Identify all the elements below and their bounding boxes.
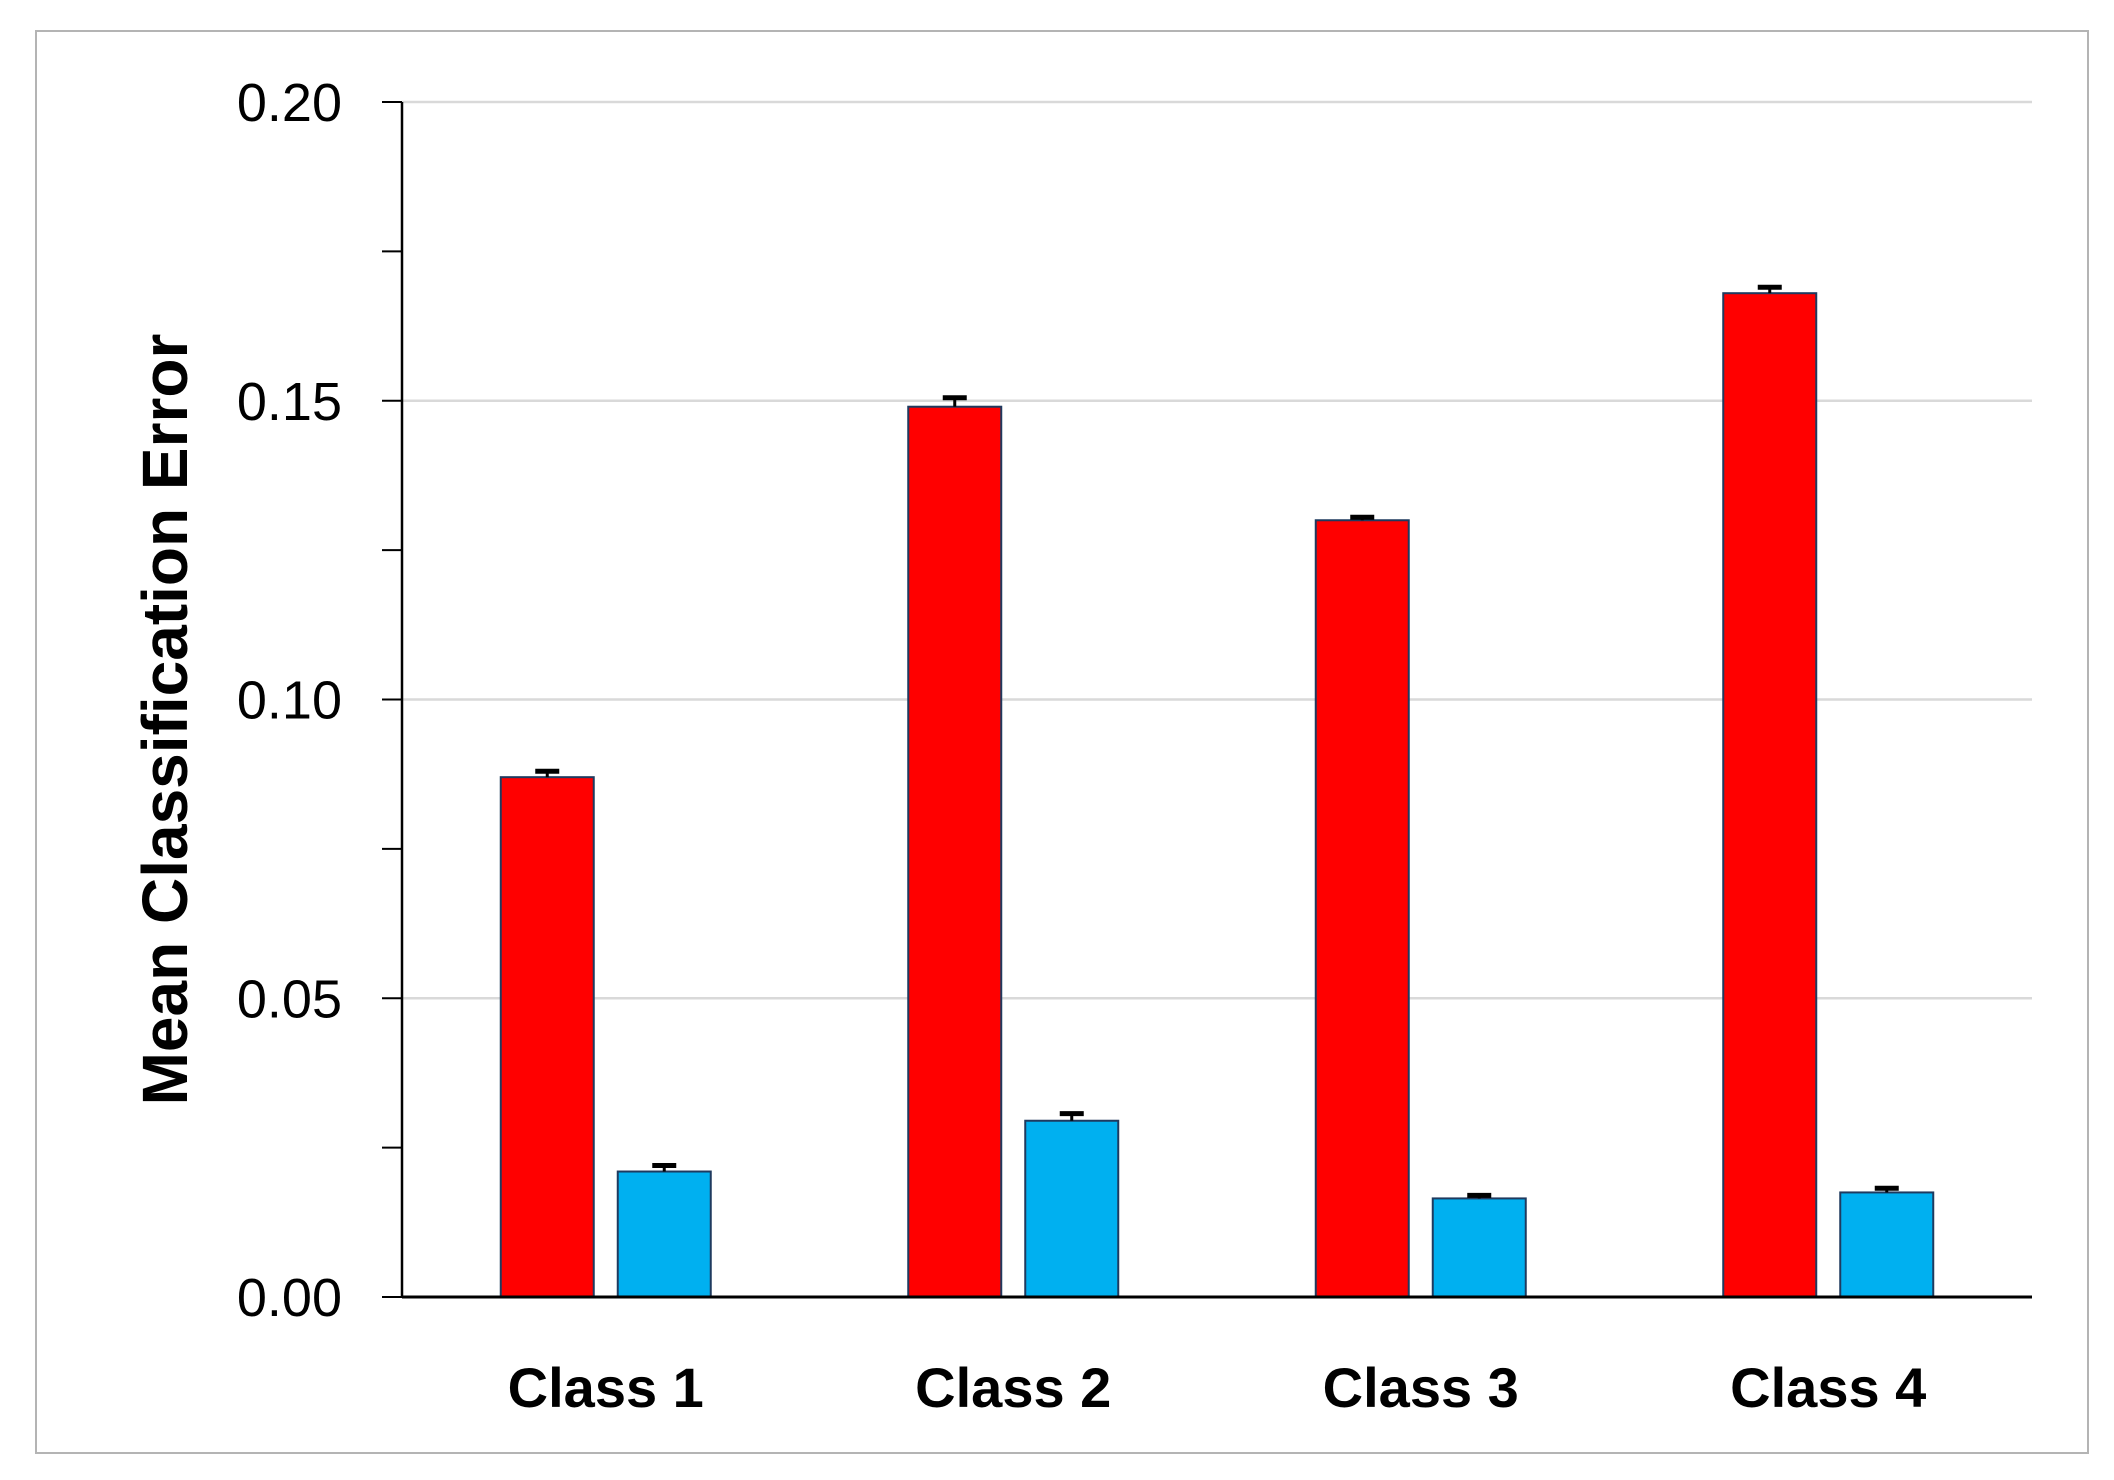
y-tick-label: 0.00 <box>237 1268 342 1328</box>
x-category-label: Class 2 <box>915 1356 1111 1419</box>
y-tick-label: 0.20 <box>237 73 342 133</box>
bar-class-2-series-1 <box>907 405 1003 1299</box>
bar-class-1-series-1 <box>499 776 595 1298</box>
axes <box>382 101 2032 1299</box>
bar-chart: 0.00 0.05 0.10 0.15 0.20 Class 1 Class 2 Class … <box>129 73 2032 1419</box>
bar-class-4-series-1 <box>1722 292 1818 1298</box>
chart-frame: 0.00 0.05 0.10 0.15 0.20 Class 1 Class 2 Class … <box>35 30 2089 1454</box>
y-tick-label: 0.05 <box>237 969 342 1029</box>
x-category-label: Class 3 <box>1323 1356 1519 1419</box>
x-category-label: Class 1 <box>508 1356 704 1419</box>
bars <box>499 284 1935 1299</box>
bar-class-2-series-2 <box>1024 1119 1120 1299</box>
x-category-label: Class 4 <box>1730 1356 1926 1419</box>
labels: 0.00 0.05 0.10 0.15 0.20 Class 1 Class 2 Class … <box>237 73 1926 1419</box>
bar-class-3-series-2 <box>1431 1197 1527 1298</box>
y-axis-title: Mean Classification Error <box>129 334 201 1106</box>
bar-class-1-series-2 <box>616 1170 712 1299</box>
y-tick-label: 0.10 <box>237 671 342 731</box>
y-tick-label: 0.15 <box>237 372 342 432</box>
bar-class-4-series-2 <box>1839 1191 1935 1298</box>
bar-class-3-series-1 <box>1314 519 1410 1298</box>
